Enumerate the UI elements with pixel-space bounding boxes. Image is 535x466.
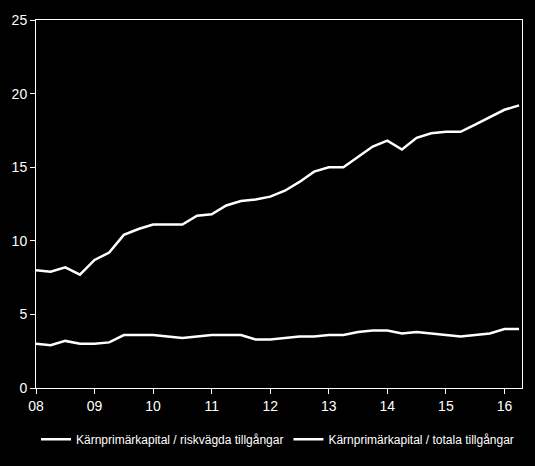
svg-text:10: 10 <box>145 398 161 414</box>
svg-text:11: 11 <box>204 398 219 414</box>
svg-text:0: 0 <box>19 380 27 396</box>
svg-text:25: 25 <box>12 12 28 28</box>
svg-text:10: 10 <box>12 233 28 249</box>
svg-text:14: 14 <box>380 398 396 414</box>
svg-text:15: 15 <box>12 159 28 175</box>
svg-text:15: 15 <box>438 398 454 414</box>
svg-text:Kärnprimärkapital / riskvägda: Kärnprimärkapital / riskvägda tillgångar <box>76 433 283 447</box>
svg-text:09: 09 <box>87 398 103 414</box>
svg-text:16: 16 <box>497 398 513 414</box>
svg-text:12: 12 <box>262 398 278 414</box>
svg-text:20: 20 <box>12 86 28 102</box>
svg-text:13: 13 <box>321 398 337 414</box>
svg-text:08: 08 <box>28 398 44 414</box>
svg-text:5: 5 <box>19 306 27 322</box>
svg-text:Kärnprimärkapital / totala til: Kärnprimärkapital / totala tillgångar <box>328 433 513 447</box>
